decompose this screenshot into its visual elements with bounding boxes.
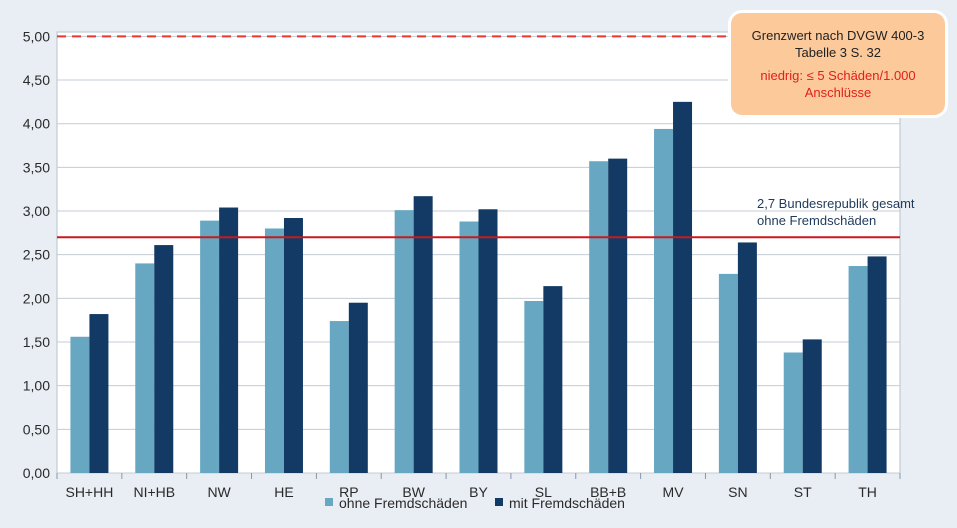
y-tick-label: 1,00 (23, 378, 50, 394)
limit-annotation-box: Grenzwert nach DVGW 400-3 Tabelle 3 S. 3… (728, 10, 948, 118)
x-tick-label: ST (794, 484, 812, 500)
bar (589, 161, 609, 473)
bar (200, 220, 220, 473)
bar (848, 266, 868, 473)
y-tick-label: 0,00 (23, 465, 50, 481)
bar (135, 263, 155, 473)
legend-label: mit Fremdschäden (509, 495, 625, 511)
x-tick-label: BW (402, 484, 425, 500)
x-tick-label: NI+HB (133, 484, 175, 500)
x-tick-label: HE (274, 484, 293, 500)
bar (737, 242, 757, 473)
limit-annotation-line3: niedrig: ≤ 5 Schäden/1.000 (760, 68, 916, 83)
legend-label: ohne Fremdschäden (339, 495, 467, 511)
bar (718, 273, 738, 473)
bar (802, 339, 822, 473)
y-tick-label: 3,00 (23, 203, 50, 219)
y-tick-label: 0,50 (23, 421, 50, 437)
limit-annotation-line2: Tabelle 3 S. 32 (794, 45, 881, 60)
bar (283, 218, 303, 473)
x-tick-label: BB+B (590, 484, 626, 500)
bar (89, 314, 109, 473)
bar (608, 158, 628, 473)
bar (329, 321, 349, 473)
bar (348, 302, 368, 473)
x-tick-label: MV (663, 484, 685, 500)
bar (154, 245, 174, 473)
bar (413, 196, 433, 473)
bar (459, 221, 479, 473)
x-tick-label: SH+HH (65, 484, 113, 500)
y-tick-label: 5,00 (23, 28, 50, 44)
y-tick-label: 4,00 (23, 116, 50, 132)
x-tick-label: BY (469, 484, 488, 500)
x-tick-label: NW (207, 484, 231, 500)
legend-swatch (495, 498, 503, 506)
bar (264, 228, 284, 473)
bar (654, 128, 674, 473)
limit-annotation-line4: Anschlüsse (804, 85, 872, 100)
limit-annotation-line1: Grenzwert nach DVGW 400-3 (751, 28, 925, 43)
bar (394, 210, 414, 473)
y-tick-label: 2,50 (23, 247, 50, 263)
x-tick-label: TH (858, 484, 877, 500)
bar (524, 300, 544, 473)
bar (219, 207, 239, 473)
bar (478, 209, 498, 474)
bar (70, 336, 90, 473)
bar (867, 256, 887, 473)
bar (543, 286, 563, 473)
x-tick-label: SL (535, 484, 552, 500)
y-tick-label: 3,50 (23, 159, 50, 175)
legend-swatch (325, 498, 333, 506)
y-tick-label: 4,50 (23, 72, 50, 88)
bar (673, 101, 693, 473)
y-tick-label: 1,50 (23, 334, 50, 350)
y-tick-label: 2,00 (23, 290, 50, 306)
national-average-label-line1: 2,7 Bundesrepublik gesamt (757, 196, 915, 211)
bar (783, 352, 803, 473)
x-tick-label: SN (728, 484, 747, 500)
national-average-label-line2: ohne Fremdschäden (757, 213, 876, 228)
x-tick-label: RP (339, 484, 358, 500)
